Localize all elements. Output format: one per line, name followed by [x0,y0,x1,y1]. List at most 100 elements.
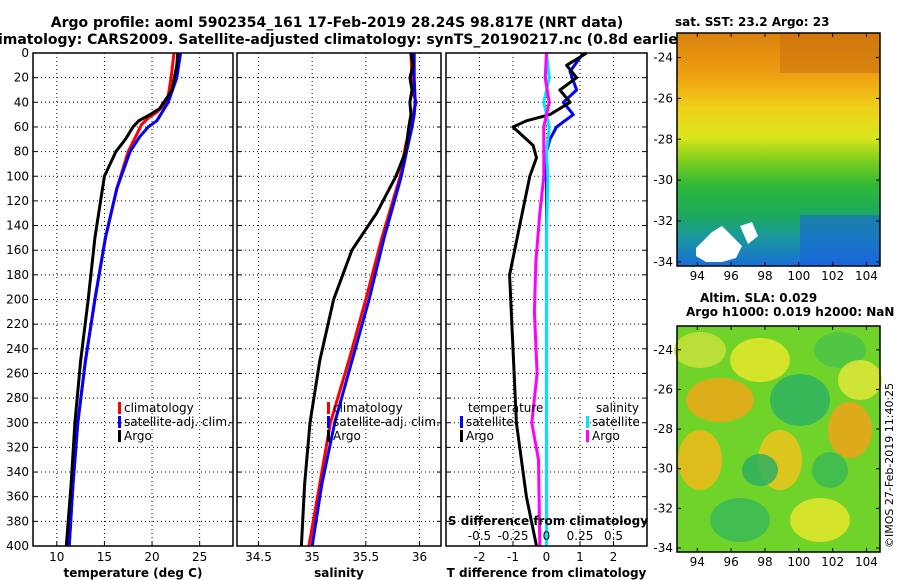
map-x-tick-label: 104 [855,269,878,283]
legend-satellite-adj: satellite-adj. clim. [333,415,440,429]
map-y-tick-label: -28 [653,132,673,146]
s-tick-label: -0.5 [468,529,491,543]
y-tick-label: 200 [6,293,29,307]
x-tick-label: -1 [507,550,519,564]
legend-satellite-adj-swatch [118,416,121,428]
sla-anomaly [838,360,882,400]
legend-s-argo: Argo [592,429,620,443]
y-tick-label: 260 [6,366,29,380]
map-x-tick-label: 94 [690,269,705,283]
x-axis-label: temperature (deg C) [64,566,203,580]
plot-frame [236,52,442,547]
legend-climatology-swatch [327,402,330,414]
salinity-panel: 34.5 35 35.5 36 salinity climatologysatellite… [236,52,442,580]
sla-map-title-2: Argo h1000: 0.019 h2000: NaN [686,305,894,319]
x-tick-label: 10 [49,550,64,564]
y-tick-label: 0 [21,46,29,60]
legend-t-argo-swatch [460,430,463,442]
map-y-tick-label: -34 [653,541,673,555]
sla-anomaly [828,402,872,458]
sst-cold-patch [800,215,880,266]
x-tick-label: 25 [192,550,207,564]
map-y-tick-label: -26 [653,382,673,396]
sla-anomaly [678,430,722,490]
x-tick-label: 34.5 [245,550,272,564]
x-tick-label: -2 [474,550,486,564]
s-tick-label: 0.25 [567,529,594,543]
sst-cloud-mask [740,222,758,244]
sst-map-panel: 94 96 98 100 102 104 -24 -26 -28 -30 -32 -34 [653,32,881,283]
y-tick-label: 20 [14,71,29,85]
y-tick-label: 100 [6,169,29,183]
sla-anomaly [730,338,790,382]
map-x-tick-label: 94 [690,555,705,569]
map-x-tick-label: 96 [723,555,738,569]
map-x-tick-label: 100 [787,269,810,283]
difference-panel: -2 -1 0 1 2 T difference from climatology S di… [445,51,648,580]
x-tick-label: 20 [144,550,159,564]
series-line-satellite-adj-clim- [310,53,417,547]
legend-t-satellite-swatch [460,416,463,428]
sla-anomaly [710,498,770,542]
series-line-s-argo [530,52,551,547]
legend-s-argo-swatch [586,430,589,442]
legend-climatology: climatology [124,401,194,415]
x-axis-label: T difference from climatology [447,566,647,580]
map-y-tick-label: -32 [653,214,673,228]
sla-anomaly [686,378,754,422]
map-y-tick-label: -30 [653,462,673,476]
legend-salinity-title: salinity [596,401,639,415]
title-line-2: Climatology: CARS2009. Satellite-adjuste… [0,32,691,48]
y-tick-label: 280 [6,391,29,405]
map-x-tick-label: 104 [855,555,878,569]
legend-argo: Argo [124,429,152,443]
y-tick-label: 320 [6,440,29,454]
legend-argo: Argo [333,429,361,443]
y-tick-label: 380 [6,514,29,528]
series-line-argo [299,52,415,547]
map-y-tick-label: -24 [653,51,673,65]
legend-t-argo: Argo [466,429,494,443]
title-line-1: Argo profile: aoml 5902354_161 17-Feb-20… [51,15,623,31]
map-x-tick-label: 96 [723,269,738,283]
plot-frame [32,52,234,547]
y-tick-label: 360 [6,490,29,504]
map-frame [676,32,881,267]
s-tick-label: 0 [543,529,551,543]
y-tick-label: 400 [6,539,29,553]
s-tick-label: 0.5 [604,529,623,543]
x-tick-label: 35.5 [352,550,379,564]
y-tick-label: 60 [14,120,29,134]
y-tick-label: 120 [6,194,29,208]
sla-anomaly [742,454,778,486]
series-line-satellite-adj-clim- [67,52,183,547]
x-axis-label: salinity [314,566,364,580]
map-y-tick-label: -26 [653,91,673,105]
map-y-tick-label: -34 [653,255,673,269]
map-x-tick-label: 102 [821,269,844,283]
legend-argo-swatch [327,430,330,442]
legend-climatology-swatch [118,402,121,414]
sst-map-title: sat. SST: 23.2 Argo: 23 [675,15,829,29]
legend-climatology: climatology [333,401,403,415]
map-x-tick-label: 102 [821,555,844,569]
x-tick-label: 35 [305,550,320,564]
y-tick-label: 240 [6,342,29,356]
y-tick-label: 40 [14,95,29,109]
y-tick-label: 80 [14,145,29,159]
s-axis-label: S difference from climatology [448,514,648,528]
y-tick-label: 160 [6,243,29,257]
sst-warm-patch [780,33,880,73]
legend-s-satellite-swatch [586,416,589,428]
legend-temperature-title: temperature [468,401,543,415]
y-tick-label: 340 [6,465,29,479]
y-tick-label: 300 [6,416,29,430]
legend-t-satellite: satellite [466,415,514,429]
legend-argo-swatch [118,430,121,442]
x-tick-label: 1 [576,550,584,564]
sla-anomaly [770,374,830,426]
y-tick-label: 220 [6,317,29,331]
sla-anomaly [674,332,726,368]
y-tick-label: 180 [6,268,29,282]
